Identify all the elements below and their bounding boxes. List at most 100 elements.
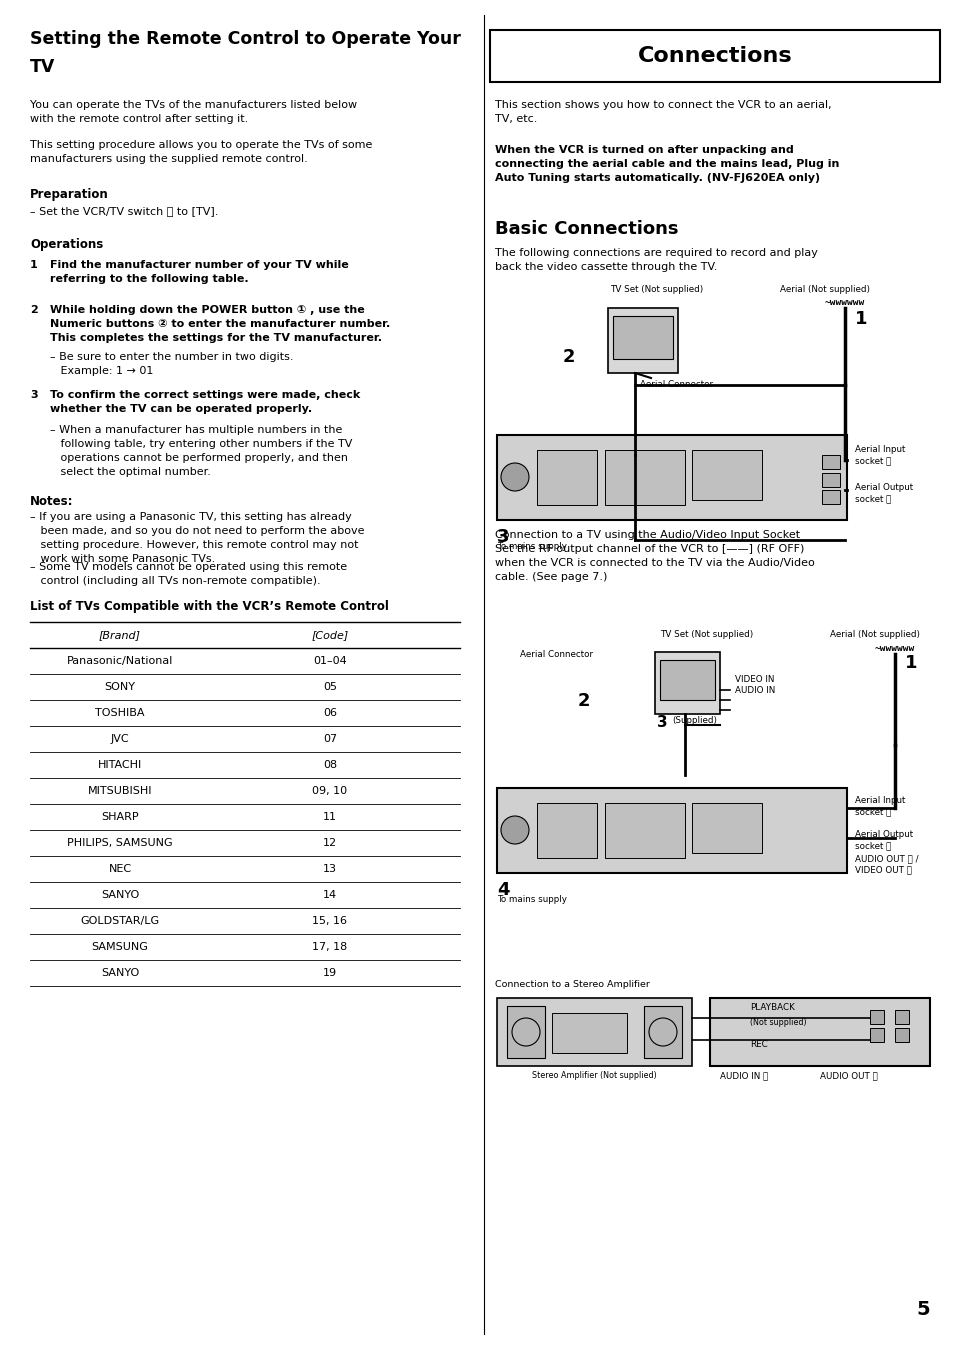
Text: GOLDSTAR/LG: GOLDSTAR/LG (80, 916, 159, 925)
Text: ~wwwwww: ~wwwwww (824, 298, 864, 308)
Bar (506, 1006, 544, 1058)
Text: The following connections are required to record and play
back the video cassett: The following connections are required t… (495, 248, 817, 272)
Text: Setting the Remote Control to Operate Your: Setting the Remote Control to Operate Yo… (30, 30, 460, 49)
Text: – Set the VCR/TV switch ⓐ to [TV].: – Set the VCR/TV switch ⓐ to [TV]. (30, 206, 218, 216)
Bar (604, 451, 684, 505)
Text: Preparation: Preparation (30, 188, 109, 201)
Text: This setting procedure allows you to operate the TVs of some
manufacturers using: This setting procedure allows you to ope… (30, 140, 372, 165)
Text: Operations: Operations (30, 237, 103, 251)
Text: To mains supply: To mains supply (497, 542, 566, 550)
Text: Connections: Connections (637, 46, 792, 66)
Text: – When a manufacturer has multiple numbers in the
   following table, try enteri: – When a manufacturer has multiple numbe… (50, 425, 352, 478)
Text: 12: 12 (323, 838, 336, 849)
Text: VIDEO IN
AUDIO IN: VIDEO IN AUDIO IN (734, 674, 775, 695)
Bar (691, 803, 761, 853)
Bar (821, 490, 840, 505)
Text: Aerial Input
socket ⓭: Aerial Input socket ⓭ (854, 445, 904, 465)
Text: 15, 16: 15, 16 (313, 916, 347, 925)
Text: Notes:: Notes: (30, 495, 73, 509)
Bar (497, 434, 846, 519)
Text: List of TVs Compatible with the VCR’s Remote Control: List of TVs Compatible with the VCR’s Re… (30, 600, 389, 612)
Text: AUDIO OUT ⓜ: AUDIO OUT ⓜ (820, 1071, 877, 1081)
Text: 2: 2 (578, 692, 590, 710)
Text: PLAYBACK: PLAYBACK (749, 1004, 794, 1012)
Bar (821, 473, 840, 487)
Bar (497, 788, 846, 873)
Text: [Code]: [Code] (311, 630, 348, 639)
Bar (894, 1028, 908, 1041)
Text: Aerial (Not supplied): Aerial (Not supplied) (829, 630, 919, 639)
Bar (643, 1006, 681, 1058)
Text: Aerial Connector: Aerial Connector (519, 650, 593, 660)
Text: AUDIO IN ⓝ: AUDIO IN ⓝ (720, 1071, 767, 1081)
Text: When the VCR is turned on after unpacking and
connecting the aerial cable and th: When the VCR is turned on after unpackin… (495, 144, 839, 183)
Text: 1: 1 (904, 654, 917, 672)
Text: 08: 08 (323, 759, 336, 770)
Text: Connection to a Stereo Amplifier: Connection to a Stereo Amplifier (495, 979, 649, 989)
Text: 2: 2 (30, 305, 38, 316)
Text: Aerial Output
socket ⓱: Aerial Output socket ⓱ (854, 830, 912, 850)
Text: – Some TV models cannot be operated using this remote
   control (including all : – Some TV models cannot be operated usin… (30, 563, 347, 585)
Text: To confirm the correct settings were made, check
whether the TV can be operated : To confirm the correct settings were mad… (50, 390, 360, 414)
Text: NEC: NEC (109, 863, 132, 874)
Text: 2: 2 (562, 348, 575, 366)
Text: AUDIO OUT ⓝ /
VIDEO OUT ⓜ: AUDIO OUT ⓝ / VIDEO OUT ⓜ (854, 854, 918, 874)
Text: To mains supply: To mains supply (497, 894, 566, 904)
Text: PHILIPS, SAMSUNG: PHILIPS, SAMSUNG (67, 838, 172, 849)
Bar (821, 455, 840, 469)
Bar (537, 451, 597, 505)
Text: This section shows you how to connect the VCR to an aerial,
TV, etc.: This section shows you how to connect th… (495, 100, 831, 124)
Circle shape (500, 816, 529, 844)
Bar (604, 803, 684, 858)
Text: TV Set (Not supplied): TV Set (Not supplied) (609, 285, 702, 294)
Text: ~wwwwww: ~wwwwww (874, 643, 914, 653)
Text: SANYO: SANYO (101, 969, 139, 978)
Text: (Not supplied): (Not supplied) (749, 1018, 806, 1027)
Text: 3: 3 (497, 527, 509, 546)
Text: SAMSUNG: SAMSUNG (91, 942, 149, 952)
Bar (659, 660, 714, 700)
Bar (537, 803, 597, 858)
Text: TOSHIBA: TOSHIBA (95, 708, 145, 718)
Text: SHARP: SHARP (101, 812, 139, 822)
Text: Connection to a TV using the Audio/Video Input Socket
Set the RF output channel : Connection to a TV using the Audio/Video… (495, 530, 814, 581)
Text: 13: 13 (323, 863, 336, 874)
Text: Stereo Amplifier (Not supplied): Stereo Amplifier (Not supplied) (531, 1071, 656, 1081)
Text: Aerial Connector: Aerial Connector (639, 380, 713, 389)
Circle shape (500, 463, 529, 491)
Text: Panasonic/National: Panasonic/National (67, 656, 173, 666)
Text: 14: 14 (323, 890, 336, 900)
Text: 17, 18: 17, 18 (312, 942, 347, 952)
Text: 01–04: 01–04 (313, 656, 347, 666)
Bar (869, 1028, 883, 1041)
Bar (709, 998, 929, 1066)
Text: SONY: SONY (105, 683, 135, 692)
Text: 5: 5 (916, 1300, 929, 1319)
Text: Aerial Output
socket ⓱: Aerial Output socket ⓱ (854, 483, 912, 503)
Text: While holding down the POWER button ① , use the
Numeric buttons ② to enter the m: While holding down the POWER button ① , … (50, 305, 390, 343)
Text: 1: 1 (854, 310, 866, 328)
Text: 4: 4 (497, 881, 509, 898)
Text: 1: 1 (30, 260, 38, 270)
Text: 11: 11 (323, 812, 336, 822)
Text: HITACHI: HITACHI (98, 759, 142, 770)
Polygon shape (490, 30, 939, 82)
Bar (691, 451, 761, 500)
Text: Aerial Input
socket ⓭: Aerial Input socket ⓭ (854, 796, 904, 816)
Text: 19: 19 (323, 969, 336, 978)
Text: 05: 05 (323, 683, 336, 692)
Bar (613, 316, 672, 359)
Text: 06: 06 (323, 708, 336, 718)
Bar (869, 1010, 883, 1024)
Text: [Brand]: [Brand] (99, 630, 141, 639)
Text: JVC: JVC (111, 734, 130, 745)
Bar (894, 1010, 908, 1024)
Text: (Supplied): (Supplied) (671, 716, 717, 724)
Text: 07: 07 (323, 734, 336, 745)
Text: Aerial (Not supplied): Aerial (Not supplied) (780, 285, 869, 294)
Bar (552, 1013, 626, 1054)
Text: 09, 10: 09, 10 (313, 786, 347, 796)
Text: REC: REC (749, 1040, 767, 1050)
Bar (607, 308, 678, 374)
Text: 3: 3 (657, 715, 667, 730)
